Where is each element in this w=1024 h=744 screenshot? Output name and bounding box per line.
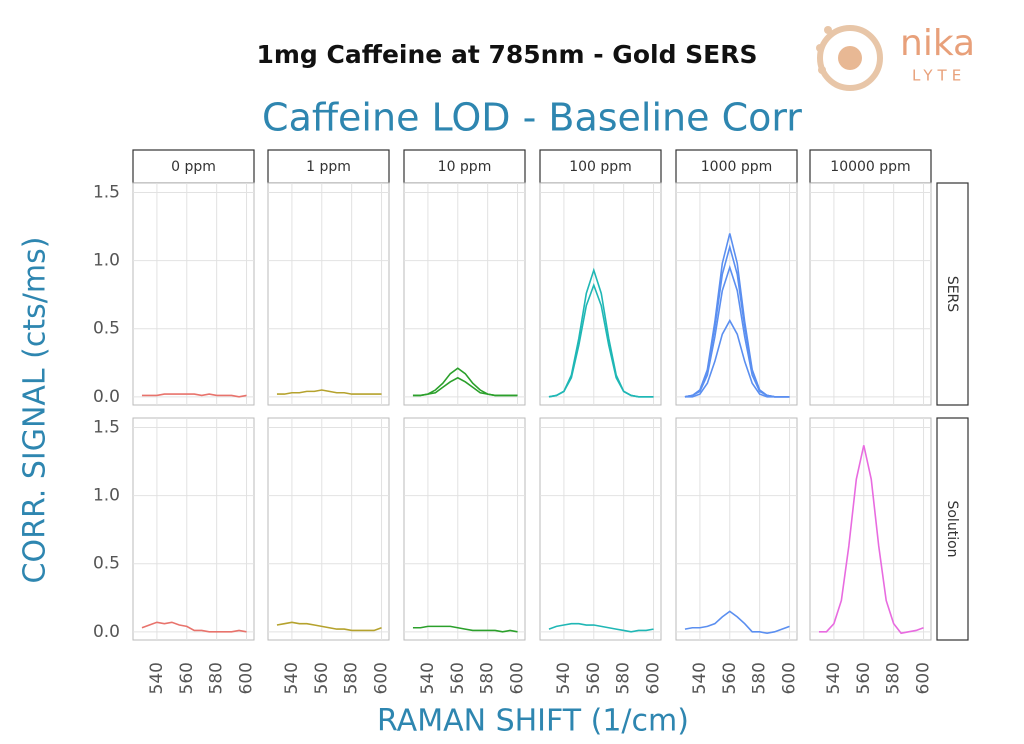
x-tick-label: 560: [584, 662, 604, 694]
data-line: [412, 625, 518, 633]
logo-dot: [824, 26, 832, 34]
x-tick-label: 540: [282, 662, 302, 694]
column-label: 10 ppm: [438, 159, 492, 175]
strip: [539, 149, 662, 184]
y-tick-label: 1.0: [93, 251, 120, 271]
x-tick-label: 580: [207, 662, 227, 694]
x-tick-label: 600: [237, 662, 257, 694]
strip: [267, 149, 390, 184]
logo: nika LYTE: [816, 23, 975, 91]
x-tick-label: 580: [614, 662, 634, 694]
x-tick-label: 560: [448, 662, 468, 694]
panel: [809, 182, 932, 406]
panel: [675, 182, 798, 406]
panel: [809, 417, 932, 641]
logo-text: nika: [900, 23, 975, 64]
data-line: [141, 393, 247, 398]
column-label: 100 ppm: [569, 159, 632, 175]
panel: [403, 182, 526, 406]
x-axis-label: RAMAN SHIFT (1/cm): [377, 704, 689, 739]
strip: [936, 417, 969, 641]
column-label: 0 ppm: [171, 159, 216, 175]
column-label: 10000 ppm: [830, 159, 910, 175]
x-tick-label: 540: [418, 662, 438, 694]
x-tick-label: 580: [478, 662, 498, 694]
data-line: [141, 621, 247, 633]
panel: [132, 417, 255, 641]
logo-ring: [817, 25, 883, 91]
x-tick-label: 540: [690, 662, 710, 694]
panel: [132, 182, 255, 406]
y-tick-label: 0.5: [93, 554, 120, 574]
strip: [809, 149, 932, 184]
strip: [936, 182, 969, 406]
panel: [267, 417, 390, 641]
logo-dot: [838, 46, 862, 70]
row-label: SERS: [944, 276, 960, 312]
x-tick-label: 580: [884, 662, 904, 694]
x-tick-label: 560: [312, 662, 332, 694]
x-tick-label: 600: [914, 662, 934, 694]
chart-title: Caffeine LOD - Baseline Corr: [262, 96, 802, 140]
x-tick-label: 600: [780, 662, 800, 694]
row-label: Solution: [944, 500, 960, 557]
panel: [267, 182, 390, 406]
panel: [403, 417, 526, 641]
x-tick-label: 600: [508, 662, 528, 694]
x-tick-label: 600: [644, 662, 664, 694]
x-tick-label: 560: [720, 662, 740, 694]
x-tick-label: 580: [750, 662, 770, 694]
data-line: [548, 282, 654, 398]
strip: [403, 149, 526, 184]
y-tick-label: 0.5: [93, 319, 120, 339]
data-line: [548, 622, 654, 633]
data-line: [276, 389, 382, 395]
column-label: 1000 ppm: [701, 159, 773, 175]
panel: [539, 417, 662, 641]
data-line: [684, 610, 790, 635]
x-tick-label: 580: [342, 662, 362, 694]
y-tick-label: 1.5: [93, 418, 120, 438]
y-axis-label: CORR. SIGNAL (cts/ms): [18, 237, 53, 584]
x-tick-label: 540: [824, 662, 844, 694]
x-tick-label: 540: [147, 662, 167, 694]
x-tick-label: 560: [177, 662, 197, 694]
column-label: 1 ppm: [306, 159, 351, 175]
y-tick-label: 0.0: [93, 387, 120, 407]
panel: [539, 182, 662, 406]
x-tick-label: 560: [854, 662, 874, 694]
x-tick-label: 600: [372, 662, 392, 694]
data-line: [412, 376, 518, 397]
logo-dot: [818, 66, 826, 74]
logo-dot: [816, 44, 824, 52]
data-line: [818, 445, 924, 635]
logo-text: LYTE: [912, 67, 966, 85]
data-line: [684, 318, 790, 398]
panel: [675, 417, 798, 641]
page-title: 1mg Caffeine at 785nm - Gold SERS: [256, 40, 757, 69]
x-tick-label: 540: [554, 662, 574, 694]
y-tick-label: 1.5: [93, 183, 120, 203]
y-tick-label: 0.0: [93, 622, 120, 642]
y-tick-label: 1.0: [93, 486, 120, 506]
data-line: [276, 621, 382, 632]
